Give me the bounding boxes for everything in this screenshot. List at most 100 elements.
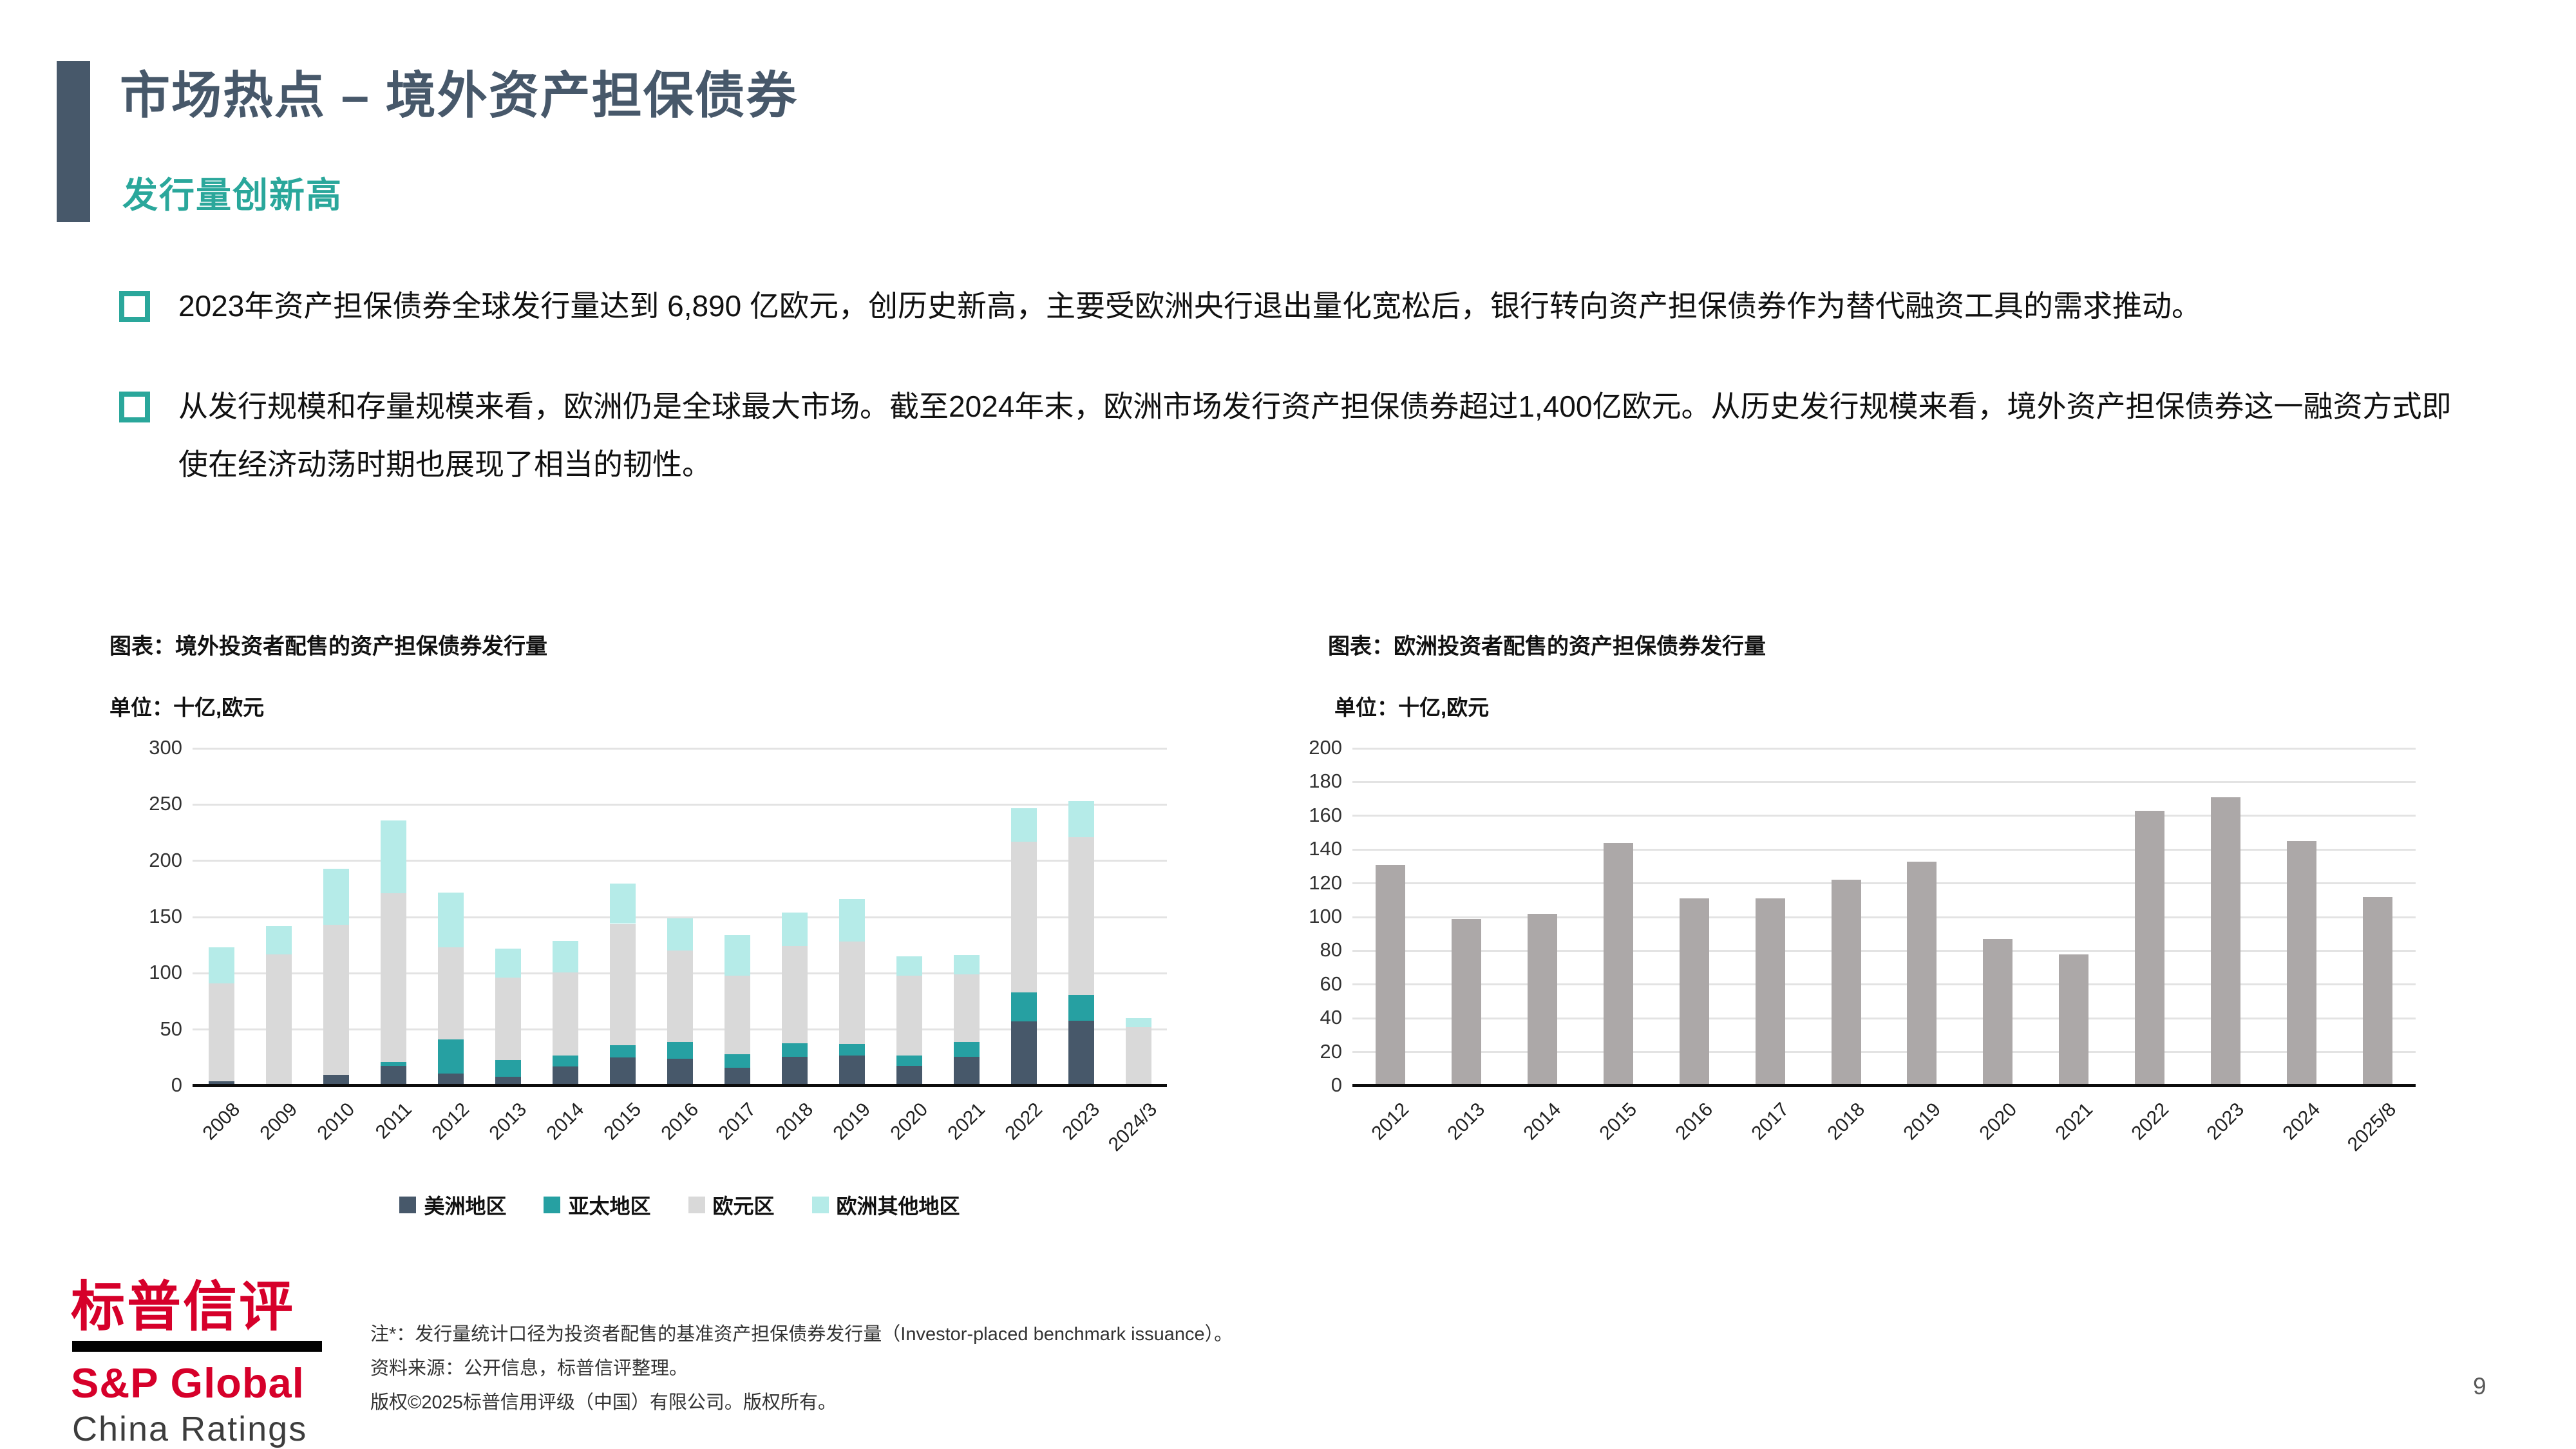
- y-axis-tick-label: 60: [1320, 972, 1342, 995]
- x-axis-tick-label: 2021: [943, 1099, 989, 1144]
- bar-segment: [2211, 797, 2241, 1086]
- x-axis-tick-label: 2016: [657, 1099, 703, 1144]
- bar-segment: [609, 1045, 636, 1058]
- gridline: [1352, 949, 2416, 952]
- logo-sp-global: S&P Global: [71, 1359, 305, 1406]
- x-axis-tick-label: 2022: [2127, 1099, 2173, 1144]
- x-axis-line: [1352, 1084, 2416, 1087]
- bar-segment: [1010, 1021, 1037, 1086]
- chart-plot-area: 0 50 100 150 200 250 300 2008 2009 2010 2011 2012 20…: [149, 736, 1167, 1155]
- x-axis-tick-label: 2024/3: [1104, 1099, 1161, 1156]
- x-axis-tick-label: 2012: [428, 1099, 473, 1144]
- bar-segment: [1755, 898, 1785, 1086]
- x-axis-tick-label: 2013: [485, 1099, 531, 1144]
- bar-segment: [380, 820, 406, 894]
- x-axis-tick-label: 2021: [2051, 1099, 2097, 1144]
- bar-segment: [495, 948, 521, 978]
- page-subtitle: 发行量创新高: [122, 175, 343, 215]
- legend-swatch-icon: [688, 1197, 705, 1213]
- legend-label: 欧洲其他地区: [836, 1195, 960, 1218]
- bar-segment: [437, 947, 464, 1040]
- gridline: [1352, 882, 2416, 885]
- x-axis-tick-label: 2023: [2202, 1099, 2249, 1144]
- y-axis-tick-label: 200: [149, 848, 182, 871]
- gridline: [193, 916, 1167, 918]
- bar-segment: [781, 913, 808, 947]
- x-axis-tick-label: 2018: [772, 1099, 817, 1144]
- bar-segment: [724, 934, 750, 976]
- bar-segment: [609, 883, 636, 924]
- x-axis-tick-label: 2024: [2278, 1099, 2325, 1144]
- x-axis-tick-label: 2008: [198, 1099, 244, 1144]
- bar-segment: [609, 923, 636, 1046]
- footnote-line: 资料来源：公开信息，标普信评整理。: [370, 1358, 688, 1379]
- bar-segment: [208, 983, 234, 1082]
- x-axis-tick-label: 2009: [256, 1099, 301, 1144]
- page-number: 9: [2473, 1373, 2486, 1399]
- bar-segment: [953, 974, 980, 1042]
- gridline: [193, 747, 1167, 750]
- bar-segment: [495, 978, 521, 1060]
- x-axis-tick-label: 2011: [371, 1099, 416, 1143]
- bar-segment: [323, 925, 349, 1075]
- bar-segment: [667, 1059, 693, 1086]
- bar-segment: [781, 946, 808, 1043]
- legend-label: 欧元区: [712, 1195, 775, 1218]
- legend-label: 美洲地区: [424, 1195, 507, 1218]
- bullet-square-icon: [119, 291, 150, 322]
- bar-segment: [609, 1057, 636, 1086]
- x-axis-line: [193, 1084, 1167, 1087]
- chart-legend: 美洲地区 亚太地区 欧元区 欧洲其他地区: [193, 1190, 1167, 1220]
- y-axis-tick-label: 80: [1320, 938, 1342, 961]
- x-axis-tick-label: 2015: [1595, 1099, 1642, 1144]
- bar-segment: [781, 1043, 808, 1057]
- gridline: [1352, 781, 2416, 783]
- gridline: [1352, 916, 2416, 918]
- bar-segment: [667, 918, 693, 951]
- gridline: [193, 860, 1167, 862]
- bar-segment: [953, 1041, 980, 1057]
- right-chart-unit: 单位：十亿,欧元: [1334, 696, 1490, 719]
- legend-item: 美洲地区: [399, 1190, 506, 1220]
- bar-segment: [838, 942, 865, 1045]
- bar-segment: [667, 951, 693, 1042]
- x-axis-tick-label: 2016: [1671, 1099, 1718, 1144]
- y-axis-tick-label: 100: [1309, 905, 1342, 927]
- bar-segment: [495, 1077, 521, 1086]
- bar-segment: [380, 1062, 406, 1066]
- bar-segment: [896, 1065, 922, 1086]
- bar-segment: [552, 972, 578, 1056]
- bar-segment: [2059, 954, 2089, 1086]
- bullet-text: 从发行规模和存量规模来看，欧洲仍是全球最大市场。截至2024年末，欧洲市场发行资…: [178, 390, 2452, 481]
- y-axis-tick-label: 20: [1320, 1039, 1342, 1063]
- bar-segment: [1068, 837, 1094, 995]
- x-axis-tick-label: 2015: [600, 1099, 645, 1144]
- title-accent-bar: [57, 61, 90, 222]
- footnotes: 注*：发行量统计口径为投资者配售的基准资产担保债券发行量（Investor-pl…: [370, 1318, 1233, 1420]
- y-axis-tick-label: 40: [1320, 1006, 1342, 1029]
- bar-segment: [838, 1044, 865, 1056]
- x-axis-tick-label: 2010: [313, 1099, 359, 1144]
- bar-segment: [781, 1056, 808, 1086]
- bar-segment: [437, 892, 464, 948]
- page-title: 市场热点 – 境外资产担保债券: [120, 67, 798, 124]
- bar-segment: [1125, 1027, 1151, 1084]
- bar-segment: [495, 1059, 521, 1077]
- y-axis-tick-label: 100: [149, 961, 182, 984]
- gridline: [1352, 848, 2416, 851]
- bar-segment: [437, 1039, 464, 1074]
- bar-segment: [953, 1056, 980, 1086]
- legend-swatch-icon: [544, 1197, 561, 1213]
- bar-segment: [2135, 810, 2165, 1086]
- x-axis-tick-label: 2013: [1443, 1099, 1490, 1144]
- chart-plot-area: 0 20 40 60 80 100 120 140 160 180 200 2012 2013 2014 2…: [1309, 736, 2416, 1155]
- bar-segment: [896, 956, 922, 976]
- bar-segment: [1010, 992, 1037, 1022]
- logo-divider: [72, 1341, 322, 1352]
- x-axis-tick-label: 2014: [1519, 1099, 1566, 1144]
- bar-segment: [552, 1066, 578, 1086]
- y-axis-tick-label: 0: [171, 1074, 182, 1096]
- bar-segment: [1451, 918, 1481, 1086]
- bar-segment: [323, 868, 349, 925]
